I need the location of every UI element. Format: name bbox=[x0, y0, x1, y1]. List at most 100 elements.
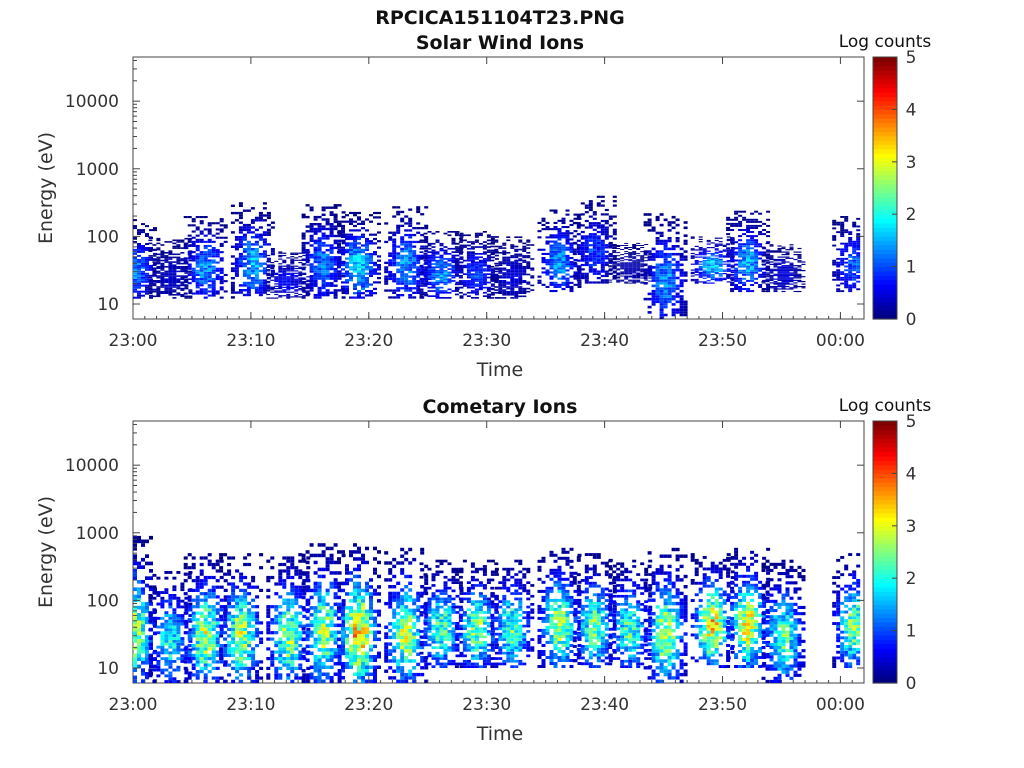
heatmap-cell bbox=[738, 245, 743, 248]
heatmap-cell bbox=[188, 259, 193, 262]
heatmap-cell bbox=[400, 257, 405, 260]
heatmap-cell bbox=[266, 270, 271, 272]
heatmap-cell bbox=[188, 255, 193, 257]
heatmap-cell bbox=[211, 278, 216, 281]
heatmap-cell bbox=[191, 666, 196, 670]
colorbar-segment bbox=[873, 148, 897, 154]
heatmap-cell bbox=[148, 286, 153, 288]
heatmap-cell bbox=[404, 261, 409, 264]
heatmap-cell bbox=[207, 253, 212, 256]
colorbar-segment bbox=[873, 218, 897, 224]
heatmap-cell bbox=[345, 233, 349, 236]
heatmap-cell bbox=[624, 270, 629, 272]
heatmap-cell bbox=[628, 273, 633, 275]
heatmap-cell bbox=[584, 239, 589, 242]
heatmap-cell bbox=[718, 264, 723, 266]
heatmap-cell bbox=[785, 270, 790, 272]
heatmap-cell bbox=[396, 287, 401, 290]
heatmap-cell bbox=[329, 206, 334, 209]
heatmap-cell bbox=[164, 259, 169, 262]
heatmap-cell bbox=[242, 228, 247, 232]
heatmap-cell bbox=[522, 272, 527, 274]
heatmap-cell bbox=[199, 582, 204, 586]
heatmap-cell bbox=[227, 618, 232, 622]
heatmap-cell bbox=[412, 280, 417, 283]
heatmap-cell bbox=[215, 232, 220, 235]
heatmap-cell bbox=[553, 283, 558, 286]
heatmap-cell bbox=[148, 619, 153, 623]
heatmap-cell bbox=[191, 631, 196, 635]
heatmap-cell bbox=[518, 239, 523, 242]
heatmap-cell bbox=[168, 283, 173, 285]
heatmap-cell bbox=[624, 272, 629, 274]
heatmap-cell bbox=[145, 292, 149, 295]
heatmap-cell bbox=[188, 270, 193, 273]
heatmap-cell bbox=[184, 654, 189, 658]
heatmap-cell bbox=[545, 263, 550, 266]
heatmap-cell bbox=[242, 236, 247, 239]
heatmap-cell bbox=[195, 673, 200, 677]
heatmap-cell bbox=[301, 215, 306, 219]
heatmap-cell bbox=[223, 621, 228, 625]
heatmap-cell bbox=[628, 254, 633, 256]
heatmap-cell bbox=[742, 255, 747, 258]
heatmap-cell bbox=[211, 259, 216, 262]
heatmap-cell bbox=[588, 248, 593, 251]
heatmap-cell bbox=[321, 282, 326, 285]
heatmap-cell bbox=[612, 251, 617, 253]
heatmap-cell bbox=[333, 279, 338, 283]
heatmap-cell bbox=[667, 297, 672, 301]
heatmap-cell bbox=[286, 297, 291, 299]
heatmap-cell bbox=[187, 637, 192, 641]
heatmap-cell bbox=[187, 605, 192, 609]
heatmap-cell bbox=[549, 281, 554, 284]
heatmap-cell bbox=[258, 214, 263, 217]
heatmap-cell bbox=[419, 251, 424, 253]
heatmap-cell bbox=[754, 257, 759, 260]
heatmap-cell bbox=[188, 628, 193, 632]
heatmap-cell bbox=[734, 212, 739, 215]
heatmap-cell bbox=[690, 271, 695, 273]
heatmap-cell bbox=[734, 277, 739, 280]
heatmap-cell bbox=[160, 637, 165, 640]
heatmap-cell bbox=[781, 290, 786, 293]
heatmap-cell bbox=[191, 273, 196, 276]
heatmap-cell bbox=[502, 281, 507, 284]
heatmap-cell bbox=[655, 231, 660, 235]
heatmap-cell bbox=[145, 649, 149, 654]
heatmap-cell bbox=[400, 224, 405, 227]
heatmap-cell bbox=[742, 277, 747, 280]
heatmap-cell bbox=[482, 241, 487, 243]
heatmap-cell bbox=[758, 243, 763, 246]
heatmap-cell bbox=[427, 271, 432, 274]
heatmap-cell bbox=[690, 280, 695, 282]
heatmap-cell bbox=[184, 272, 189, 274]
heatmap-cell bbox=[765, 281, 770, 283]
heatmap-cell bbox=[392, 280, 397, 283]
heatmap-cell bbox=[313, 215, 318, 219]
heatmap-cell bbox=[746, 224, 751, 227]
heatmap-cell bbox=[746, 257, 751, 260]
heatmap-cell bbox=[636, 279, 641, 281]
heatmap-cell bbox=[223, 605, 228, 609]
heatmap-cell bbox=[588, 266, 593, 269]
heatmap-cell bbox=[203, 657, 208, 661]
heatmap-cell bbox=[431, 278, 436, 281]
heatmap-cell bbox=[305, 253, 310, 257]
heatmap-cell bbox=[404, 264, 409, 267]
heatmap-cell bbox=[250, 248, 255, 251]
heatmap-cell bbox=[302, 295, 307, 297]
heatmap-cell bbox=[365, 237, 369, 241]
heatmap-cell bbox=[648, 253, 653, 255]
heatmap-cell bbox=[384, 280, 389, 283]
heatmap-cell bbox=[377, 231, 381, 234]
heatmap-cell bbox=[557, 234, 562, 237]
heatmap-cell bbox=[710, 257, 715, 259]
heatmap-cell bbox=[270, 221, 275, 224]
heatmap-cell bbox=[781, 247, 786, 250]
heatmap-cell bbox=[518, 276, 523, 279]
heatmap-cell bbox=[168, 657, 173, 661]
heatmap-cell bbox=[455, 254, 460, 257]
heatmap-cell bbox=[553, 246, 558, 249]
heatmap-cell bbox=[659, 311, 664, 314]
